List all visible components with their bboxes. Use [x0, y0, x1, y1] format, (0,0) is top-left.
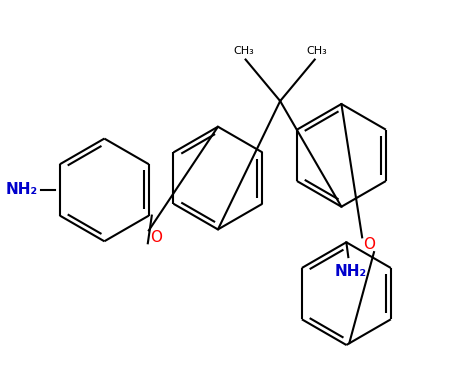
Text: NH₂: NH₂	[6, 183, 38, 197]
Text: O: O	[363, 237, 375, 252]
Text: CH₃: CH₃	[306, 46, 327, 56]
Text: CH₃: CH₃	[233, 46, 254, 56]
Text: O: O	[150, 230, 162, 245]
Text: NH₂: NH₂	[334, 264, 366, 279]
